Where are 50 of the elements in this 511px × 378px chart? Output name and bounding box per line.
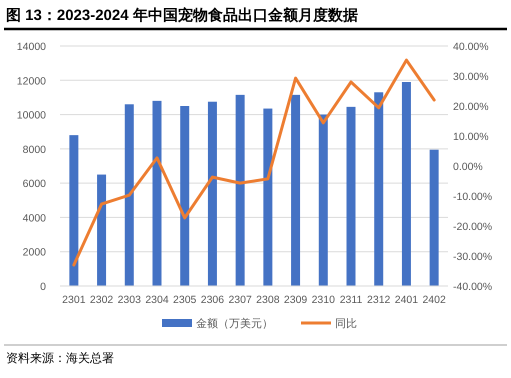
x-tick-label: 2303	[118, 294, 142, 306]
line-series	[72, 58, 436, 266]
y-tick-label: 6000	[22, 178, 46, 190]
y2-tick-label: -10.00%	[453, 191, 492, 203]
bar	[236, 94, 245, 286]
bar	[180, 106, 190, 286]
x-tick-label: 2304	[145, 294, 169, 306]
x-tick-label: 2308	[256, 294, 280, 306]
legend-label: 金额（万美元）	[196, 317, 273, 330]
y-tick-label: 8000	[22, 144, 46, 156]
y-tick-label: 4000	[22, 212, 46, 224]
x-tick-label: 2311	[340, 294, 362, 306]
y2-tick-label: 20.00%	[453, 101, 489, 113]
x-tick-label: 2307	[228, 294, 252, 306]
y-tick-label: 14000	[16, 41, 46, 53]
y-tick-label: 12000	[16, 75, 46, 88]
y2-tick-label: 0.00%	[453, 161, 483, 173]
y-tick-label: 2000	[22, 246, 46, 259]
x-tick-label: 2301	[62, 294, 86, 306]
bar	[291, 94, 300, 286]
x-tick-label: 2312	[367, 294, 391, 306]
y2-tick-label: 40.00%	[453, 41, 489, 53]
bar	[69, 135, 78, 286]
x-tick-label: 2310	[312, 294, 336, 306]
bar	[152, 100, 162, 286]
x-tick-label: 2306	[200, 294, 224, 306]
x-tick-label: 2302	[90, 294, 114, 306]
x-tick-label: 2402	[422, 294, 446, 306]
y2-tick-label: 30.00%	[453, 71, 489, 83]
y2-tick-label: -40.00%	[453, 281, 492, 293]
bar	[346, 106, 356, 286]
y-tick-label: 0	[40, 281, 46, 293]
bar	[124, 104, 134, 286]
text: 资料来源：海关总署	[6, 351, 114, 365]
x-tick-label: 2401	[394, 294, 418, 306]
chart-title: 图 13：2023-2024 年中国宠物食品出口金额月度数据	[6, 6, 358, 24]
bar	[402, 82, 411, 286]
bar	[430, 150, 439, 286]
bar	[97, 174, 106, 286]
x-tick-label: 2309	[284, 294, 308, 306]
bar	[374, 92, 384, 286]
bar	[263, 108, 272, 286]
y-tick-label: 10000	[16, 110, 46, 122]
bar	[208, 102, 217, 286]
y2-tick-label: -30.00%	[453, 251, 492, 263]
bar	[318, 114, 328, 286]
y2-tick-label: -20.00%	[453, 221, 492, 233]
x-tick-label: 2305	[173, 294, 197, 306]
y2-tick-label: 10.00%	[453, 131, 489, 143]
legend-label: 同比	[335, 317, 357, 330]
